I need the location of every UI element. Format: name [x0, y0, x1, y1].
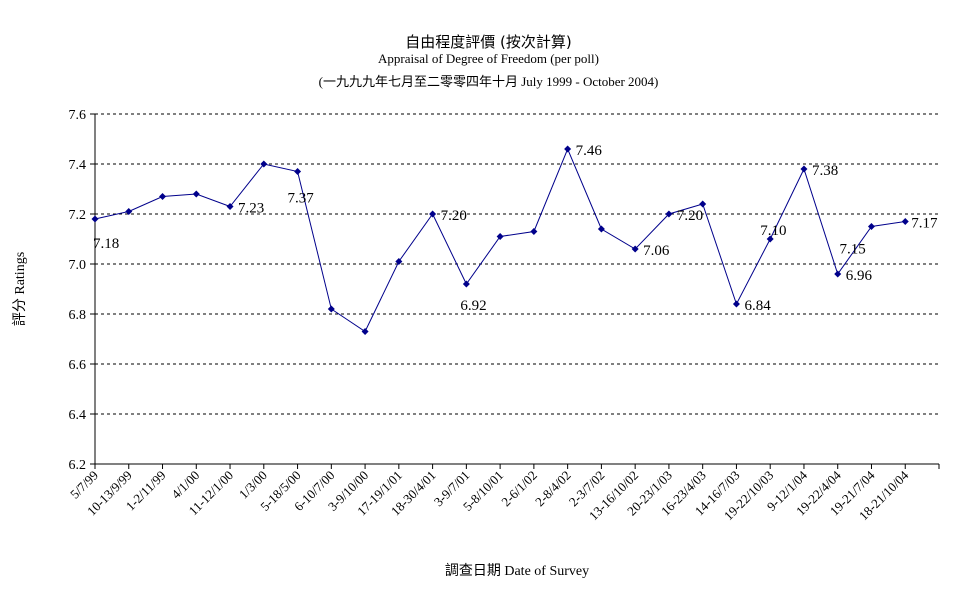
data-point	[699, 200, 707, 208]
data-label: 7.46	[576, 143, 603, 159]
data-point	[125, 208, 133, 215]
data-point	[462, 280, 470, 288]
data-point	[91, 215, 99, 223]
series-line	[94, 147, 906, 333]
data-point	[192, 190, 200, 198]
data-label: 7.15	[839, 242, 865, 258]
data-label: 6.84	[744, 298, 771, 314]
data-label: 7.06	[643, 243, 670, 259]
data-point	[395, 258, 403, 265]
data-point	[361, 328, 369, 335]
y-axis-label: 評分 Ratings	[12, 252, 28, 326]
y-tick-label: 6.2	[69, 458, 87, 473]
chart-title-chinese: 自由程度評價 (按次計算)	[405, 33, 572, 51]
chart-title: Appraisal of Degree of Freedom (per poll…	[378, 51, 599, 66]
x-tick-label: 2-8/4/02	[532, 468, 574, 510]
y-tick-label: 6.6	[69, 358, 87, 373]
y-tick-label: 7.4	[69, 158, 87, 173]
data-label: 7.38	[812, 163, 838, 179]
data-point	[800, 165, 808, 173]
data-label: 6.96	[846, 268, 873, 284]
data-point	[429, 210, 437, 218]
data-point	[766, 235, 774, 243]
data-point	[665, 210, 673, 218]
data-point	[496, 233, 504, 240]
y-tick-label: 7.0	[69, 258, 87, 273]
data-label: 7.10	[760, 223, 786, 239]
x-tick-label: 2-6/1/02	[498, 468, 540, 510]
data-point	[901, 218, 909, 225]
data-label: 7.17	[911, 216, 938, 232]
data-point	[834, 270, 842, 278]
y-tick-label: 7.2	[69, 208, 87, 223]
data-label: 7.18	[93, 236, 119, 252]
data-label: 6.92	[460, 298, 486, 314]
data-label: 7.23	[238, 201, 264, 217]
data-point	[530, 228, 538, 235]
x-axis-label: 調查日期 Date of Survey	[445, 563, 589, 579]
data-label: 7.20	[677, 208, 703, 224]
data-point	[564, 145, 572, 153]
chart-subtitle: (一九九九年七月至二零零四年十月 July 1999 - October 200…	[318, 74, 659, 89]
data-point	[260, 160, 268, 168]
data-label: 7.37	[288, 191, 315, 207]
y-tick-label: 6.8	[69, 308, 87, 323]
data-point	[732, 300, 740, 308]
data-point	[327, 305, 335, 313]
data-point	[631, 245, 639, 253]
data-label: 7.20	[441, 208, 467, 224]
y-tick-label: 6.4	[69, 408, 87, 423]
data-point	[226, 203, 234, 210]
data-point	[294, 168, 302, 175]
data-point	[159, 193, 167, 200]
data-point	[867, 223, 875, 230]
y-tick-label: 7.6	[69, 108, 87, 123]
data-point	[597, 225, 605, 233]
